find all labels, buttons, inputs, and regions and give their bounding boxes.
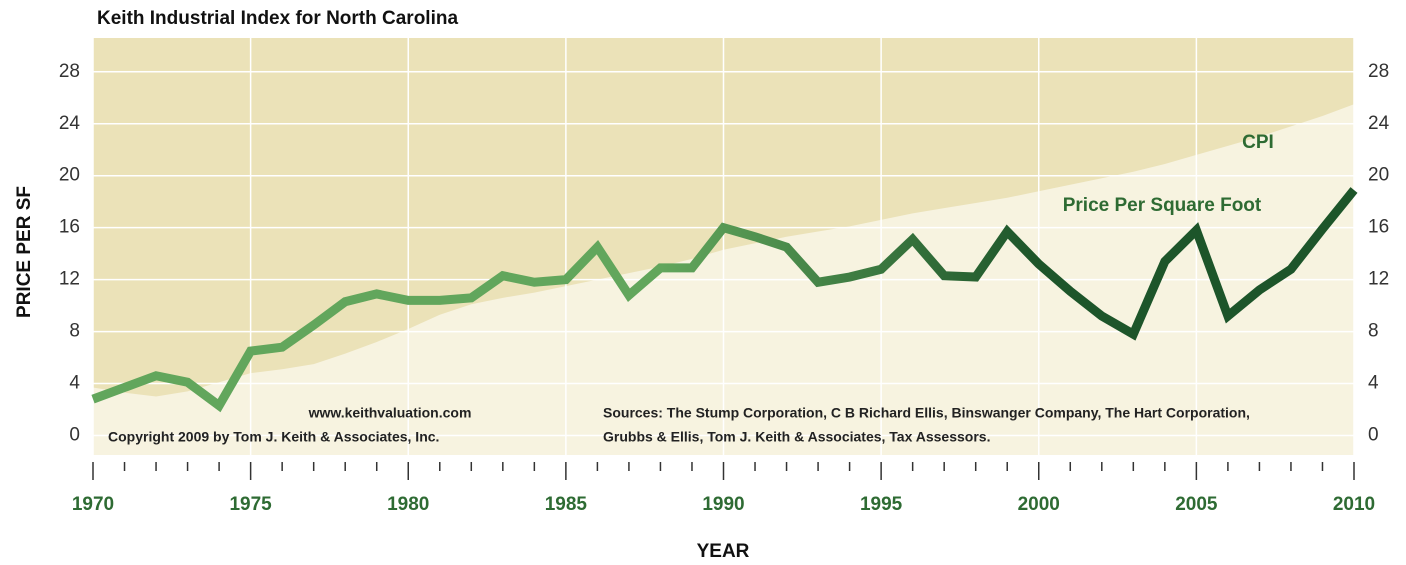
- price-line: [91, 187, 1358, 413]
- x-tick-label: 2005: [1175, 494, 1218, 515]
- y-tick-label: 0: [69, 425, 80, 446]
- annotation: Sources: The Stump Corporation, C B Rich…: [603, 405, 1250, 421]
- annotation: Price Per Square Foot: [1063, 195, 1262, 216]
- x-tick-label: 2000: [1018, 494, 1060, 515]
- x-tick-label: 1985: [545, 494, 588, 515]
- annotation: www.keithvaluation.com: [308, 405, 472, 421]
- annotation: Copyright 2009 by Tom J. Keith & Associa…: [108, 429, 439, 445]
- x-tick-label: 1980: [387, 494, 429, 515]
- y2-tick-label: 4: [1368, 373, 1379, 394]
- y2-tick-label: 8: [1368, 321, 1379, 342]
- y-tick-label: 24: [59, 113, 81, 134]
- y-tick-label: 20: [59, 165, 80, 186]
- y2-tick-label: 28: [1368, 61, 1389, 82]
- y-tick-label: 16: [59, 217, 80, 238]
- x-axis-title: YEAR: [697, 541, 750, 562]
- x-tick-label: 1970: [72, 494, 114, 515]
- y-tick-label: 4: [69, 373, 80, 394]
- x-tick-label: 1990: [702, 494, 744, 515]
- y-tick-label: 8: [69, 321, 80, 342]
- y2-tick-label: 16: [1368, 217, 1389, 238]
- y-axis-title: PRICE PER SF: [14, 186, 35, 318]
- annotation: CPI: [1242, 132, 1274, 153]
- y2-tick-label: 12: [1368, 269, 1389, 290]
- x-tick-label: 1995: [860, 494, 903, 515]
- x-tick-label: 1975: [229, 494, 272, 515]
- y-tick-label: 28: [59, 61, 80, 82]
- y2-tick-label: 24: [1368, 113, 1390, 134]
- y2-tick-label: 20: [1368, 165, 1389, 186]
- annotation: Grubbs & Ellis, Tom J. Keith & Associate…: [603, 429, 990, 445]
- x-tick-label: 2010: [1333, 494, 1375, 515]
- y-tick-label: 12: [59, 269, 80, 290]
- chart-title: Keith Industrial Index for North Carolin…: [97, 8, 458, 29]
- y2-tick-label: 0: [1368, 425, 1379, 446]
